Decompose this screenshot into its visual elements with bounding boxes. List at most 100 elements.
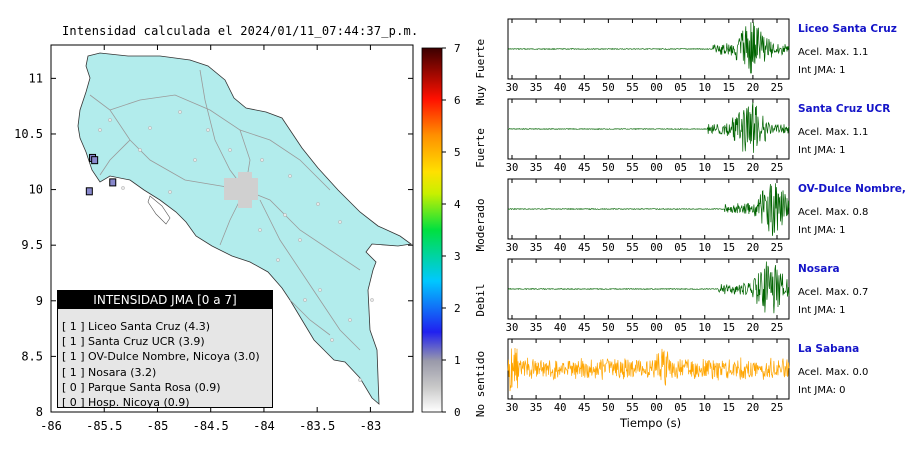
map-x-tick-label: -84 [253,419,275,433]
waveform-tick-label: 40 [554,402,567,414]
waveform-tick-label: 25 [771,402,784,414]
sensor-point [303,298,307,302]
waveform-tick-label: 55 [626,322,639,334]
costa-rica-land [77,52,413,405]
colorbar-tick-label: 7 [454,42,461,55]
waveform-tick-label: 30 [506,242,519,254]
legend-item-level: [ 1 ] [62,350,85,364]
legend-item-text: OV-Dulce Nombre, Nicoya (3.0) [88,350,260,364]
road-network [89,69,361,351]
legend-item-text: Nosara (3.2) [88,365,157,379]
map-y-tick-label: 9.5 [21,238,43,252]
legend-item-level: [ 1 ] [62,320,85,333]
waveform-tick-label: 10 [698,402,711,414]
waveform-tick-label: 50 [602,402,615,414]
waveform-tick-label: 45 [578,82,591,94]
waveform-tick-label: 25 [771,242,784,254]
map-x-tick-label: -83.5 [299,419,335,433]
map-x-tick-label: -85 [147,419,169,433]
map-x-tick-label: -86 [40,419,62,433]
station-jma-intensity: Int JMA: 1 [798,305,846,316]
station-max-accel: Acel. Max. 0.0 [798,367,869,378]
sensor-point [348,318,352,322]
station-marker [109,178,117,187]
colorbar-tick-label: 1 [454,354,461,367]
waveform-tick-label: 45 [578,322,591,334]
colorbar-tick-label: 6 [454,94,461,107]
colorbar-gradient [421,47,443,413]
legend-item: [ 0 ] Hosp. Nicoya (0.9) [62,395,268,410]
waveform-tick-label: 45 [578,402,591,414]
waveform-tick-label: 00 [650,242,663,254]
nicoya-gulf [147,195,171,225]
legend-item-text: Hosp. Nicoya (0.9) [88,395,190,409]
legend-list: [ 1 ] Liceo Santa Cruz (4.3)[ 1 ] Santa Cr… [58,315,272,410]
waveform-tick-label: 45 [578,162,591,174]
station-max-accel: Acel. Max. 0.7 [798,287,869,298]
colorbar-category-label: Fuerte [474,128,487,168]
waveform-tick-label: 55 [626,162,639,174]
waveform-tick-label: 30 [506,402,519,414]
waveform-tick-label: 10 [698,162,711,174]
sensor-point [121,186,125,190]
sensor-point [206,128,210,132]
map-x-axis: -86 -85.5 -85 -84.5 -84 -83.5 -83 [40,45,381,433]
map-y-tick-label: 10 [29,183,43,197]
map-y-tick-label: 8.5 [21,349,43,363]
sensor-point [108,118,112,122]
sensor-point [168,190,172,194]
station-name: OV-Dulce Nombre, Nicoya [798,183,910,195]
waveform-tick-label: 35 [530,82,543,94]
waveform-tick-label: 00 [650,82,663,94]
sensor-point [370,298,374,302]
waveform-tick-label: 20 [747,242,760,254]
map-y-tick-label: 8 [36,405,43,419]
sensor-point [148,126,152,130]
waveform-trace [508,261,790,314]
legend-item: [ 1 ] OV-Dulce Nombre, Nicoya (3.0) [62,349,268,364]
waveform-tick-label: 50 [602,162,615,174]
waveform-tick-label: 25 [771,322,784,334]
station-name: Liceo Santa Cruz [798,23,897,35]
sensor-point [318,288,322,292]
city-dots [224,172,258,208]
station-marker [91,156,99,165]
station-max-accel: Acel. Max. 1.1 [798,47,869,58]
sensor-point [283,213,287,217]
sensor-point [288,174,292,178]
station-max-accel: Acel. Max. 1.1 [798,127,869,138]
colorbar-category-label: Moderado [474,199,487,252]
sensor-point [138,148,142,152]
station-markers [85,110,374,382]
map-y-tick-label: 9 [36,294,43,308]
waveform-tick-label: 40 [554,242,567,254]
legend-item-level: [ 1 ] [62,365,85,379]
station-name: Santa Cruz UCR [798,103,891,115]
waveform-trace [507,347,790,392]
waveform-trace [508,22,790,74]
waveform-tick-label: 15 [722,82,735,94]
waveform-tick-label: 20 [747,82,760,94]
legend-item-level: [ 1 ] [62,335,85,349]
colorbar-labels: No sentido Debil Moderado Fuerte Muy Fuerte [474,39,487,417]
colorbar-category-label: No sentido [474,351,487,417]
waveform-tick-label: 40 [554,322,567,334]
sensor-point [358,378,362,382]
legend-item-text: Santa Cruz UCR (3.9) [88,335,205,349]
sensor-point [298,238,302,242]
colorbar-tick-label: 0 [454,406,461,419]
waveform-tick-label: 20 [747,322,760,334]
waveform-tick-label: 30 [506,322,519,334]
sensor-point [258,228,262,232]
waveform-tick-label: 05 [674,82,687,94]
colorbar-tick-label: 3 [454,250,461,263]
waveform-tick-label: 55 [626,242,639,254]
waveform-tick-label: 35 [530,402,543,414]
waveform-tick-label: 20 [747,162,760,174]
waveform-tick-label: 05 [674,322,687,334]
waveform-tick-label: 30 [506,162,519,174]
waveform-tick-label: 35 [530,162,543,174]
waveform-tick-label: 55 [626,402,639,414]
colorbar-tick-label: 5 [454,146,461,159]
waveform-tick-label: 15 [722,162,735,174]
